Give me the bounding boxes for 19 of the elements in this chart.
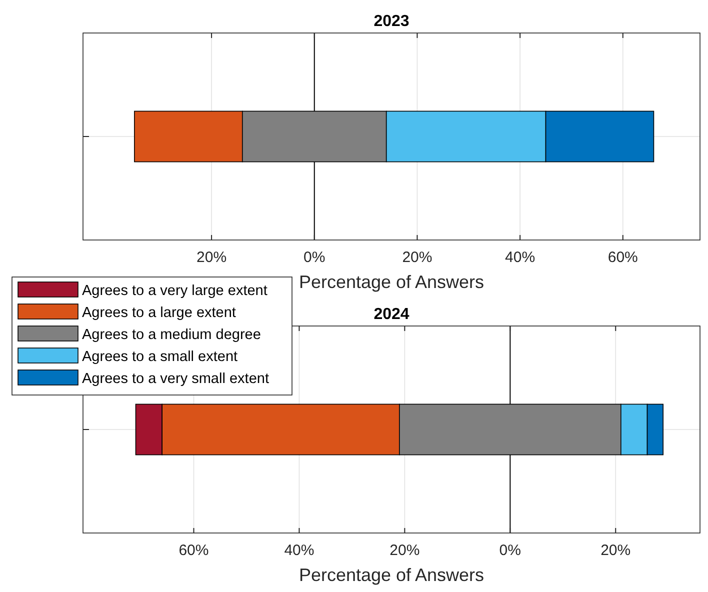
x-tick-label: 60% bbox=[608, 249, 638, 266]
x-tick-label: 20% bbox=[196, 249, 227, 266]
legend-label: Agrees to a medium degree bbox=[82, 327, 261, 343]
legend-label: Agrees to a large extent bbox=[82, 305, 236, 321]
legend-label: Agrees to a very large extent bbox=[82, 283, 268, 299]
legend-label: Agrees to a very small extent bbox=[82, 371, 269, 387]
x-tick-label: 20% bbox=[402, 249, 432, 266]
x-axis-title: Percentage of Answers bbox=[298, 565, 484, 585]
chart-title: 2023 bbox=[374, 13, 410, 30]
x-tick-label: 40% bbox=[505, 249, 536, 266]
x-tick-label: 60% bbox=[178, 542, 209, 559]
x-tick-label: 40% bbox=[284, 542, 314, 559]
x-tick-label: 20% bbox=[600, 542, 631, 559]
legend-label: Agrees to a small extent bbox=[82, 349, 238, 365]
x-tick-label: 20% bbox=[390, 542, 420, 559]
x-axis-title: Percentage of Answers bbox=[298, 272, 484, 292]
x-tick-label: 0% bbox=[499, 542, 521, 559]
x-tick-label: 0% bbox=[304, 249, 326, 266]
chart-title: 2024 bbox=[374, 306, 410, 323]
